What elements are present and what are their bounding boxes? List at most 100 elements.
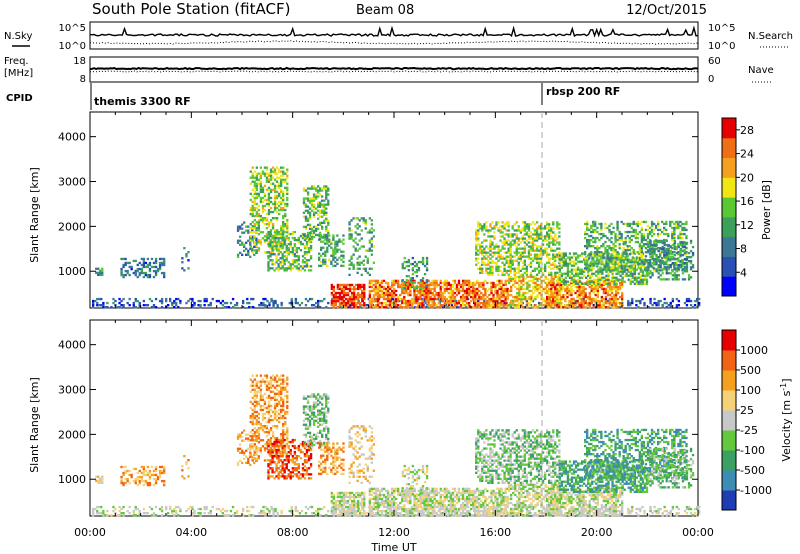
power-cell [285, 234, 288, 238]
power-cell [527, 237, 531, 240]
power-cell [689, 239, 693, 243]
power-cell [281, 236, 284, 240]
power-cell [590, 299, 593, 303]
power-cell [556, 279, 559, 283]
power-cell [368, 297, 372, 301]
power-cell [560, 254, 564, 257]
power-cell [622, 249, 625, 252]
power-cell [608, 245, 611, 248]
power-cell [259, 184, 263, 188]
power-cell [413, 264, 417, 268]
power-cell [514, 295, 517, 299]
power-cell [513, 243, 516, 246]
power-cell [284, 204, 287, 208]
power-cell [550, 279, 553, 283]
power-cell [332, 293, 336, 297]
power-cell [624, 230, 627, 234]
power-cell [291, 230, 295, 234]
power-cell [317, 189, 320, 192]
power-cell [548, 289, 551, 293]
power-cell [612, 295, 616, 299]
power-cell [594, 287, 597, 291]
power-cell [271, 225, 275, 228]
power-cell [503, 247, 506, 250]
power-cell [572, 280, 576, 283]
power-cell [582, 297, 585, 301]
power-cell [273, 245, 277, 248]
power-cell [507, 221, 510, 224]
power-cell [378, 306, 382, 309]
power-cell [596, 251, 599, 254]
power-cell [673, 245, 677, 249]
power-cell [554, 301, 557, 305]
power-cell [419, 301, 422, 305]
power-cell [583, 270, 586, 273]
power-cell [621, 291, 624, 295]
power-cell [528, 304, 531, 307]
power-cell [247, 251, 250, 255]
power-cell [340, 264, 343, 268]
power-cell [560, 252, 564, 255]
power-cell [306, 191, 310, 194]
power-cell [409, 304, 412, 307]
power-cell [352, 263, 355, 266]
power-cell [562, 306, 565, 309]
power-cell [546, 231, 549, 234]
power-cell [330, 291, 334, 295]
power-cell [309, 257, 313, 260]
power-cell [160, 301, 164, 305]
power-cell [441, 299, 444, 303]
power-cell [619, 295, 622, 299]
power-cell [610, 289, 614, 293]
power-cell [574, 252, 578, 255]
power-cell [646, 234, 650, 238]
power-cell [310, 197, 314, 200]
power-cell [306, 187, 310, 190]
power-cell [354, 249, 357, 252]
power-cell [611, 262, 614, 265]
power-cell [525, 267, 529, 270]
power-cell [235, 301, 239, 305]
power-cell [509, 243, 512, 246]
power-cell [321, 299, 324, 303]
power-cell [675, 304, 679, 307]
power-cell [138, 271, 141, 275]
power-cell [505, 243, 508, 246]
power-cell [255, 202, 259, 206]
power-cell [353, 291, 356, 295]
power-cell [528, 275, 531, 279]
power-cell [269, 176, 273, 179]
power-cell [287, 236, 290, 240]
power-cell [519, 253, 523, 256]
power-cell [376, 287, 380, 291]
power-cell [620, 232, 623, 236]
power-cell [459, 297, 463, 301]
power-cell [642, 243, 646, 246]
power-cell [255, 178, 259, 181]
power-cell [626, 247, 629, 250]
power-cell [562, 256, 566, 259]
power-cell [613, 254, 616, 257]
power-cell [386, 287, 390, 291]
power-cell [608, 285, 612, 289]
power-cell [629, 272, 632, 275]
power-cell [601, 270, 604, 273]
power-cell [548, 265, 551, 268]
power-cell [615, 258, 618, 261]
noise-search-label: N.Search [748, 31, 793, 42]
power-cell [269, 190, 273, 194]
power-cell [509, 259, 512, 262]
power-cell [570, 256, 574, 259]
power-cell [622, 243, 625, 246]
power-cell [604, 306, 608, 309]
power-cell [435, 293, 438, 297]
power-cell [261, 206, 265, 210]
power-cell [681, 228, 684, 232]
power-cell [175, 297, 178, 301]
power-cell [470, 299, 473, 303]
power-cell [496, 293, 499, 297]
power-cell [413, 271, 417, 274]
power-cell [348, 259, 351, 262]
power-cell [353, 287, 356, 291]
power-cell [199, 304, 202, 307]
